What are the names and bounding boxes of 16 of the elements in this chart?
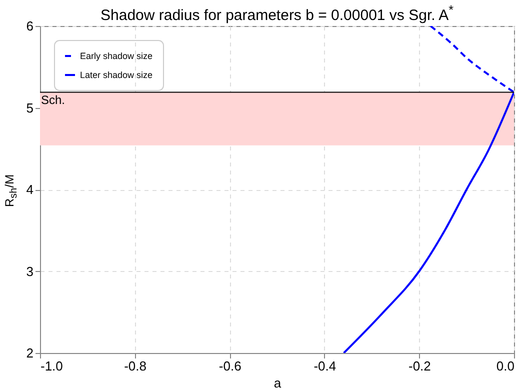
x-tick-label: -0.6 (218, 358, 242, 374)
x-tick-label: -0.4 (314, 358, 336, 374)
y-tick-label: 5 (26, 100, 34, 116)
y-tick-label: 4 (26, 182, 34, 197)
x-tick-label: -0.2 (408, 358, 431, 374)
legend-label: Early shadow size (80, 51, 153, 61)
y-tick-label: 3 (26, 264, 34, 279)
y-tick-label: 2 (26, 346, 34, 360)
x-axis-title: a (274, 376, 282, 390)
chart-title: Shadow radius for parameters b = 0.00001 vs Sgr. A$^{*}$ (100, 2, 454, 26)
ref-line-label: Sch. (41, 93, 66, 108)
y-tick-label: 6 (26, 18, 34, 34)
x-tick-label: -1.0 (40, 358, 63, 374)
x-tick-label: 0.0 (496, 358, 514, 374)
legend-label: Later shadow size (80, 70, 153, 80)
x-tick-label: -0.8 (124, 358, 147, 374)
